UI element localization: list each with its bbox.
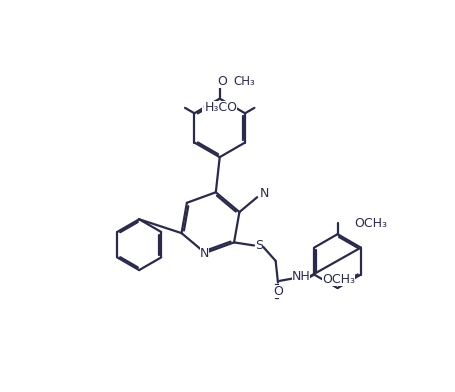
Text: S: S bbox=[255, 239, 263, 252]
Text: H₃CO: H₃CO bbox=[204, 102, 238, 114]
Text: NH: NH bbox=[292, 270, 310, 283]
Text: OCH₃: OCH₃ bbox=[322, 274, 355, 287]
Text: N: N bbox=[200, 247, 209, 260]
Text: CH₃: CH₃ bbox=[233, 75, 255, 88]
Text: OCH₃: OCH₃ bbox=[354, 217, 388, 230]
Text: O: O bbox=[217, 75, 227, 88]
Text: OCH₃: OCH₃ bbox=[202, 102, 235, 114]
Text: O: O bbox=[273, 285, 283, 298]
Text: N: N bbox=[260, 187, 269, 200]
